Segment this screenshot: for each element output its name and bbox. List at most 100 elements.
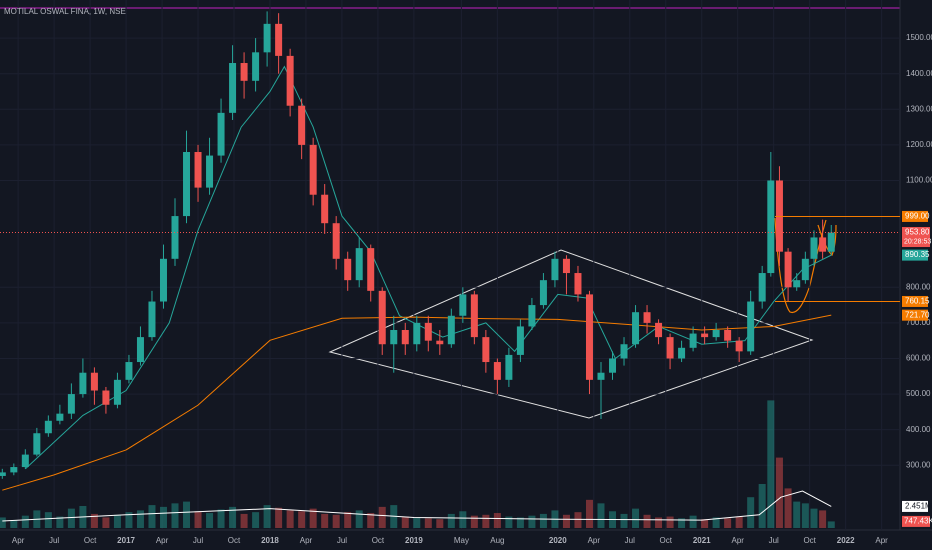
volume-bar [724, 518, 732, 528]
candle-body [44, 420, 52, 434]
x-tick-label: 2021 [693, 536, 711, 545]
volume-bar [286, 510, 294, 528]
y-tick-label: 400.00 [906, 425, 931, 434]
volume-bar [378, 506, 386, 528]
volume-bar [793, 501, 801, 528]
volume-bar [784, 488, 792, 528]
candle-body [784, 251, 792, 288]
x-tick-label: 2022 [837, 536, 855, 545]
level-label: 999.00 [905, 212, 930, 221]
volume-bar [643, 514, 651, 528]
level-label-bg [902, 210, 928, 222]
x-tick-label: Oct [660, 536, 673, 545]
volume-bar [21, 515, 29, 528]
candle-body [585, 294, 593, 380]
candle-body [493, 362, 501, 380]
candle-body [574, 273, 582, 295]
y-tick-label: 1200.00 [906, 140, 932, 149]
x-tick-label: 2017 [117, 536, 135, 545]
y-tick-label: 600.00 [906, 354, 931, 363]
candle-body [482, 337, 490, 363]
candle-body [56, 413, 64, 421]
candle-body [229, 63, 237, 113]
volume-bar [539, 513, 547, 528]
candle-body [183, 152, 191, 217]
volume-bar [194, 511, 202, 528]
volume-bar [159, 506, 167, 528]
x-tick-label: Oct [803, 536, 816, 545]
candle-body [447, 315, 455, 345]
candle-body [528, 305, 536, 327]
candle-body [309, 144, 317, 195]
volume-bar [819, 510, 827, 528]
level-label: 760.15 [905, 297, 930, 306]
candle-body [470, 294, 478, 338]
candle-body [390, 330, 398, 345]
candle-body [0, 472, 6, 476]
candle-body [286, 55, 294, 106]
y-tick-label: 500.00 [906, 389, 931, 398]
x-tick-label: Aug [490, 536, 504, 545]
volume-bar [206, 513, 214, 528]
volume-bar [217, 509, 225, 528]
candle-body [171, 216, 179, 259]
candle-body [678, 347, 686, 359]
volume-bar [436, 519, 444, 528]
x-tick-label: Oct [84, 536, 97, 545]
volume-bar [747, 497, 755, 528]
volume-bar [183, 501, 191, 528]
volume-bar [171, 503, 179, 528]
x-tick-label: Apr [588, 536, 601, 545]
last-price-bg [902, 227, 930, 248]
volume-bar [240, 513, 248, 528]
y-tick-label: 300.00 [906, 460, 931, 469]
candle-body [159, 258, 167, 302]
volume-bar [447, 513, 455, 528]
volume-bar [482, 514, 490, 528]
volume-bar [758, 484, 766, 528]
last-price-label: 953.80 [905, 228, 930, 237]
candle-body [113, 379, 121, 405]
candle-body [102, 390, 110, 405]
candle-body [758, 273, 766, 302]
ma-label: 721.70 [905, 310, 930, 319]
candle-body [321, 194, 329, 224]
volume-bar [666, 516, 674, 528]
candle-body [767, 180, 775, 274]
volume-bar [44, 512, 52, 528]
volume-bar [148, 505, 156, 528]
x-tick-label: 2019 [405, 536, 423, 545]
x-tick-label: Apr [12, 536, 25, 545]
volume-bar [689, 515, 697, 528]
candle-body [609, 358, 617, 373]
candle-body [378, 290, 386, 345]
volume-bar [332, 514, 340, 528]
x-tick-label: May [454, 536, 469, 545]
moving-average [24, 65, 832, 470]
x-tick-label: Jul [337, 536, 347, 545]
candle-body [735, 340, 743, 352]
volume-bar [516, 517, 524, 528]
candle-body [562, 258, 570, 274]
candle-body [67, 394, 75, 414]
volume-bar [252, 512, 260, 528]
volume-bar [528, 515, 536, 528]
y-tick-label: 800.00 [906, 282, 931, 291]
x-tick-label: Apr [875, 536, 888, 545]
candle-body [643, 312, 651, 323]
candle-body [666, 337, 674, 359]
candle-body [90, 372, 98, 391]
volume-bar [90, 513, 98, 528]
volume-label-bg [902, 515, 930, 527]
x-tick-label: 2020 [549, 536, 567, 545]
candle-body [655, 322, 663, 338]
volume-bar [344, 512, 352, 528]
volume-ma-line [2, 490, 832, 522]
ma-label: 890.35 [905, 250, 930, 259]
level-label-bg [902, 295, 928, 307]
volume-bar [505, 516, 513, 528]
volume-bar [263, 505, 271, 528]
volume-bar [67, 508, 75, 528]
volume-bar [585, 499, 593, 528]
